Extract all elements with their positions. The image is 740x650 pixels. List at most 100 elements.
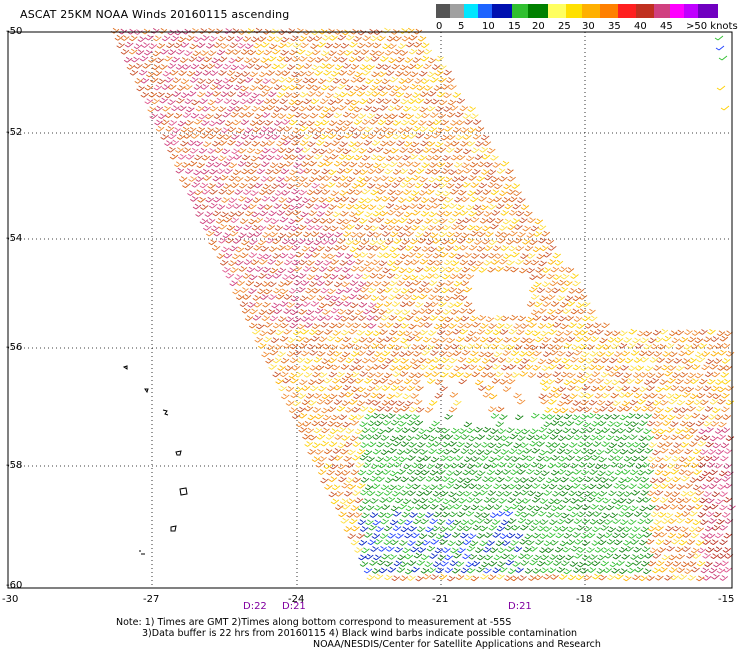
wind-barb xyxy=(465,273,475,280)
wind-barb xyxy=(559,301,569,308)
wind-barb xyxy=(242,104,251,111)
wind-barb xyxy=(541,470,550,477)
wind-barb xyxy=(336,168,346,174)
wind-barb xyxy=(417,441,426,448)
wind-barb xyxy=(205,127,214,134)
wind-barb xyxy=(509,433,519,440)
wind-barb xyxy=(502,253,512,259)
wind-barb xyxy=(316,245,325,252)
wind-barb xyxy=(267,328,277,335)
wind-barb xyxy=(500,449,510,455)
wind-barb xyxy=(455,253,464,260)
wind-barb xyxy=(272,252,281,259)
wind-barb xyxy=(301,113,310,120)
wind-barb xyxy=(373,231,382,238)
wind-barb xyxy=(417,463,427,470)
wind-barb xyxy=(394,259,403,266)
wind-barb xyxy=(289,49,298,56)
wind-barb xyxy=(169,153,179,160)
wind-barb xyxy=(404,281,414,287)
wind-barb xyxy=(387,189,396,195)
wind-barb xyxy=(350,76,360,83)
wind-barb xyxy=(430,350,439,356)
wind-barb xyxy=(505,238,515,245)
wind-barb xyxy=(649,477,659,484)
wind-barb xyxy=(565,351,575,357)
wind-barb xyxy=(145,34,154,41)
wind-barb xyxy=(225,272,235,279)
wind-barb xyxy=(350,539,360,546)
wind-barb xyxy=(546,358,555,365)
wind-barb xyxy=(320,253,330,259)
wind-barb xyxy=(310,266,319,273)
wind-barb xyxy=(204,211,214,217)
wind-barb xyxy=(521,511,530,518)
wind-barb xyxy=(359,421,368,427)
wind-barb xyxy=(469,161,479,168)
wind-barb xyxy=(448,252,457,259)
wind-barb xyxy=(598,539,607,546)
wind-barb xyxy=(364,330,374,336)
wind-barb xyxy=(548,398,557,405)
wind-barb xyxy=(599,405,608,412)
wind-barb xyxy=(461,363,470,370)
wind-barb xyxy=(332,175,341,182)
wind-barb xyxy=(211,225,220,232)
wind-barb xyxy=(559,525,569,532)
wind-barb xyxy=(552,321,562,328)
wind-barb xyxy=(372,448,382,455)
wind-barb xyxy=(260,245,269,252)
wind-barb xyxy=(548,483,558,490)
wind-barb xyxy=(623,526,633,533)
wind-barb xyxy=(385,155,395,162)
wind-barb xyxy=(342,384,352,391)
wind-barb xyxy=(565,470,574,476)
wind-barb xyxy=(168,133,177,140)
wind-barb xyxy=(596,449,605,455)
wind-barb xyxy=(190,132,200,139)
wind-barb xyxy=(674,511,684,518)
wind-barb xyxy=(559,540,569,547)
wind-barb xyxy=(123,56,133,63)
wind-barb xyxy=(269,162,279,169)
wind-barb xyxy=(324,160,333,167)
wind-barb xyxy=(710,553,719,560)
wind-barb xyxy=(381,195,391,202)
map-frame xyxy=(7,31,733,589)
wind-barb xyxy=(546,414,556,420)
wind-barb xyxy=(223,98,233,104)
wind-barb xyxy=(206,27,215,34)
wind-barb xyxy=(299,295,309,302)
wind-barb xyxy=(340,448,349,455)
wind-barb xyxy=(324,294,333,301)
wind-barb xyxy=(415,540,424,547)
wind-barb xyxy=(417,475,426,482)
wind-barb xyxy=(520,477,529,483)
wind-barb xyxy=(506,532,516,539)
wind-barb xyxy=(353,119,363,125)
wind-barb xyxy=(397,518,406,525)
wind-barb xyxy=(407,251,417,258)
wind-barb xyxy=(545,322,555,329)
wind-barb xyxy=(162,70,172,77)
wind-barb xyxy=(459,259,469,266)
wind-barb xyxy=(597,518,606,525)
wind-barb xyxy=(325,112,334,119)
wind-barb xyxy=(605,434,615,441)
wind-barb xyxy=(258,71,268,78)
wind-barb xyxy=(369,512,379,518)
wind-barb xyxy=(620,364,629,371)
wind-barb xyxy=(232,237,242,244)
wind-barb xyxy=(633,392,643,399)
wind-barb xyxy=(208,35,218,42)
wind-barb xyxy=(314,188,323,195)
wind-barb xyxy=(692,553,702,559)
wind-barb xyxy=(277,232,287,239)
wind-barb xyxy=(642,496,652,503)
wind-barb xyxy=(232,253,241,260)
wind-barb xyxy=(615,573,624,580)
wind-barb xyxy=(623,491,633,497)
wind-barb xyxy=(308,434,318,441)
wind-barb xyxy=(538,426,548,433)
wind-barb xyxy=(434,260,443,266)
